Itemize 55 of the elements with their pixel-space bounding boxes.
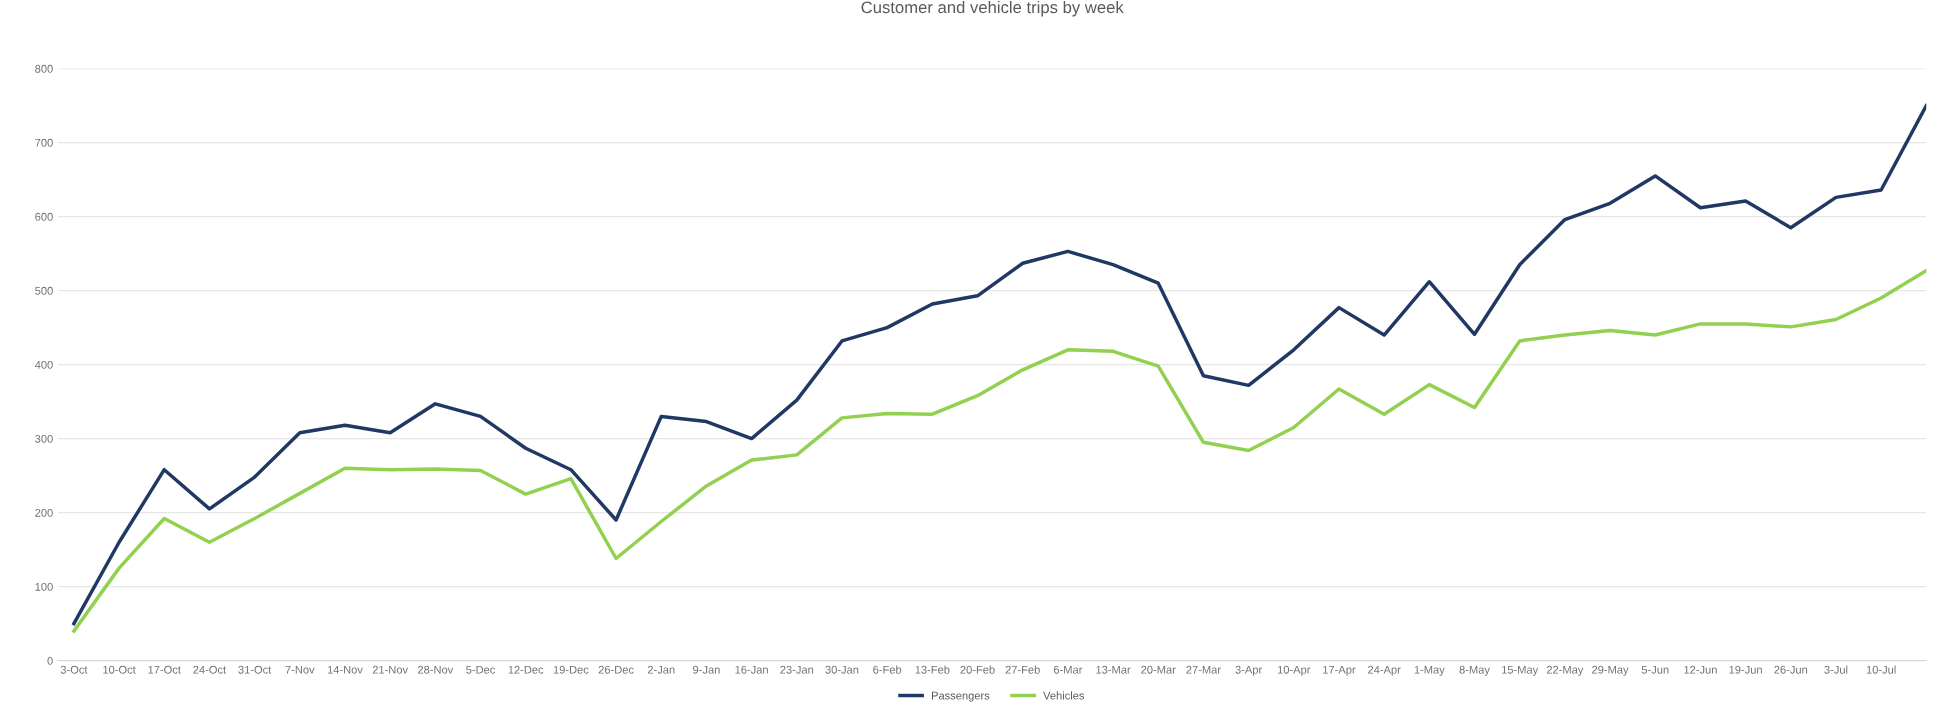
x-tick-label: 10-Apr [1277,665,1311,676]
x-tick-label: 12-Dec [508,665,544,674]
x-tick-label: 6-Feb [873,665,902,674]
legend-label: Passengers [931,691,990,702]
x-tick-label: 12-Jun [1684,665,1717,674]
x-tick-label: 6-Mar [1053,665,1083,674]
chart-title: Customer and vehicle trips by week [861,0,1124,17]
y-tick-label: 200 [35,508,53,517]
x-tick-label: 9-Jan [693,665,720,674]
x-tick-label: 28-Nov [417,665,454,674]
x-tick-label: 17-Apr [1323,665,1356,676]
x-tick-label: 13-Feb [915,665,950,674]
y-tick-label: 600 [35,212,53,221]
x-tick-label: 24-Apr [1368,665,1401,676]
x-tick-label: 20-Mar [1141,665,1176,674]
x-tick-label: 26-Jun [1774,665,1808,674]
y-tick-label: 100 [35,582,53,591]
x-tick-label: 19-Jun [1729,665,1762,674]
x-tick-label: 27-Mar [1186,665,1221,674]
y-tick-label: 500 [35,286,53,295]
x-tick-label: 3-Apr [1235,665,1262,676]
x-tick-label: 26-Dec [598,665,634,674]
x-tick-label: 16-Jan [735,665,768,674]
x-tick-label: 19-Dec [553,665,589,674]
x-tick-label: 7-Nov [285,665,315,674]
x-tick-label: 22-May [1546,665,1584,676]
x-tick-label: 17-Oct [148,665,181,674]
x-tick-label: 30-Jan [825,665,859,674]
x-tick-label: 15-May [1502,665,1539,676]
x-tick-label: 5-Dec [466,665,496,674]
x-tick-label: 23-Jan [780,665,814,674]
x-tick-label: 3-Oct [60,665,88,674]
y-tick-label: 800 [35,64,53,73]
x-tick-label: 10-Jul [1866,665,1896,674]
y-tick-label: 700 [35,138,53,147]
line-series [72,268,1927,633]
x-tick-label: 10-Oct [103,665,136,674]
x-tick-label: 13-Mar [1096,665,1131,674]
y-tick-label: 300 [35,434,53,443]
x-tick-label: 1-May [1414,665,1445,676]
line-series [72,103,1927,626]
x-tick-label: 27-Feb [1005,665,1040,674]
x-tick-label: 29-May [1592,665,1629,676]
y-tick-label: 0 [47,656,53,665]
x-tick-label: 20-Feb [960,665,995,674]
x-tick-label: 3-Jul [1824,665,1848,674]
legend-label: Vehicles [1043,691,1085,700]
x-tick-label: 8-May [1459,665,1490,676]
x-tick-label: 5-Jun [1641,665,1669,674]
x-tick-label: 14-Nov [327,665,363,674]
x-tick-label: 31-Oct [238,665,272,674]
x-tick-label: 2-Jan [647,665,675,674]
x-tick-label: 24-Oct [193,665,227,674]
y-tick-label: 400 [34,360,53,369]
x-tick-label: 21-Nov [372,665,409,674]
